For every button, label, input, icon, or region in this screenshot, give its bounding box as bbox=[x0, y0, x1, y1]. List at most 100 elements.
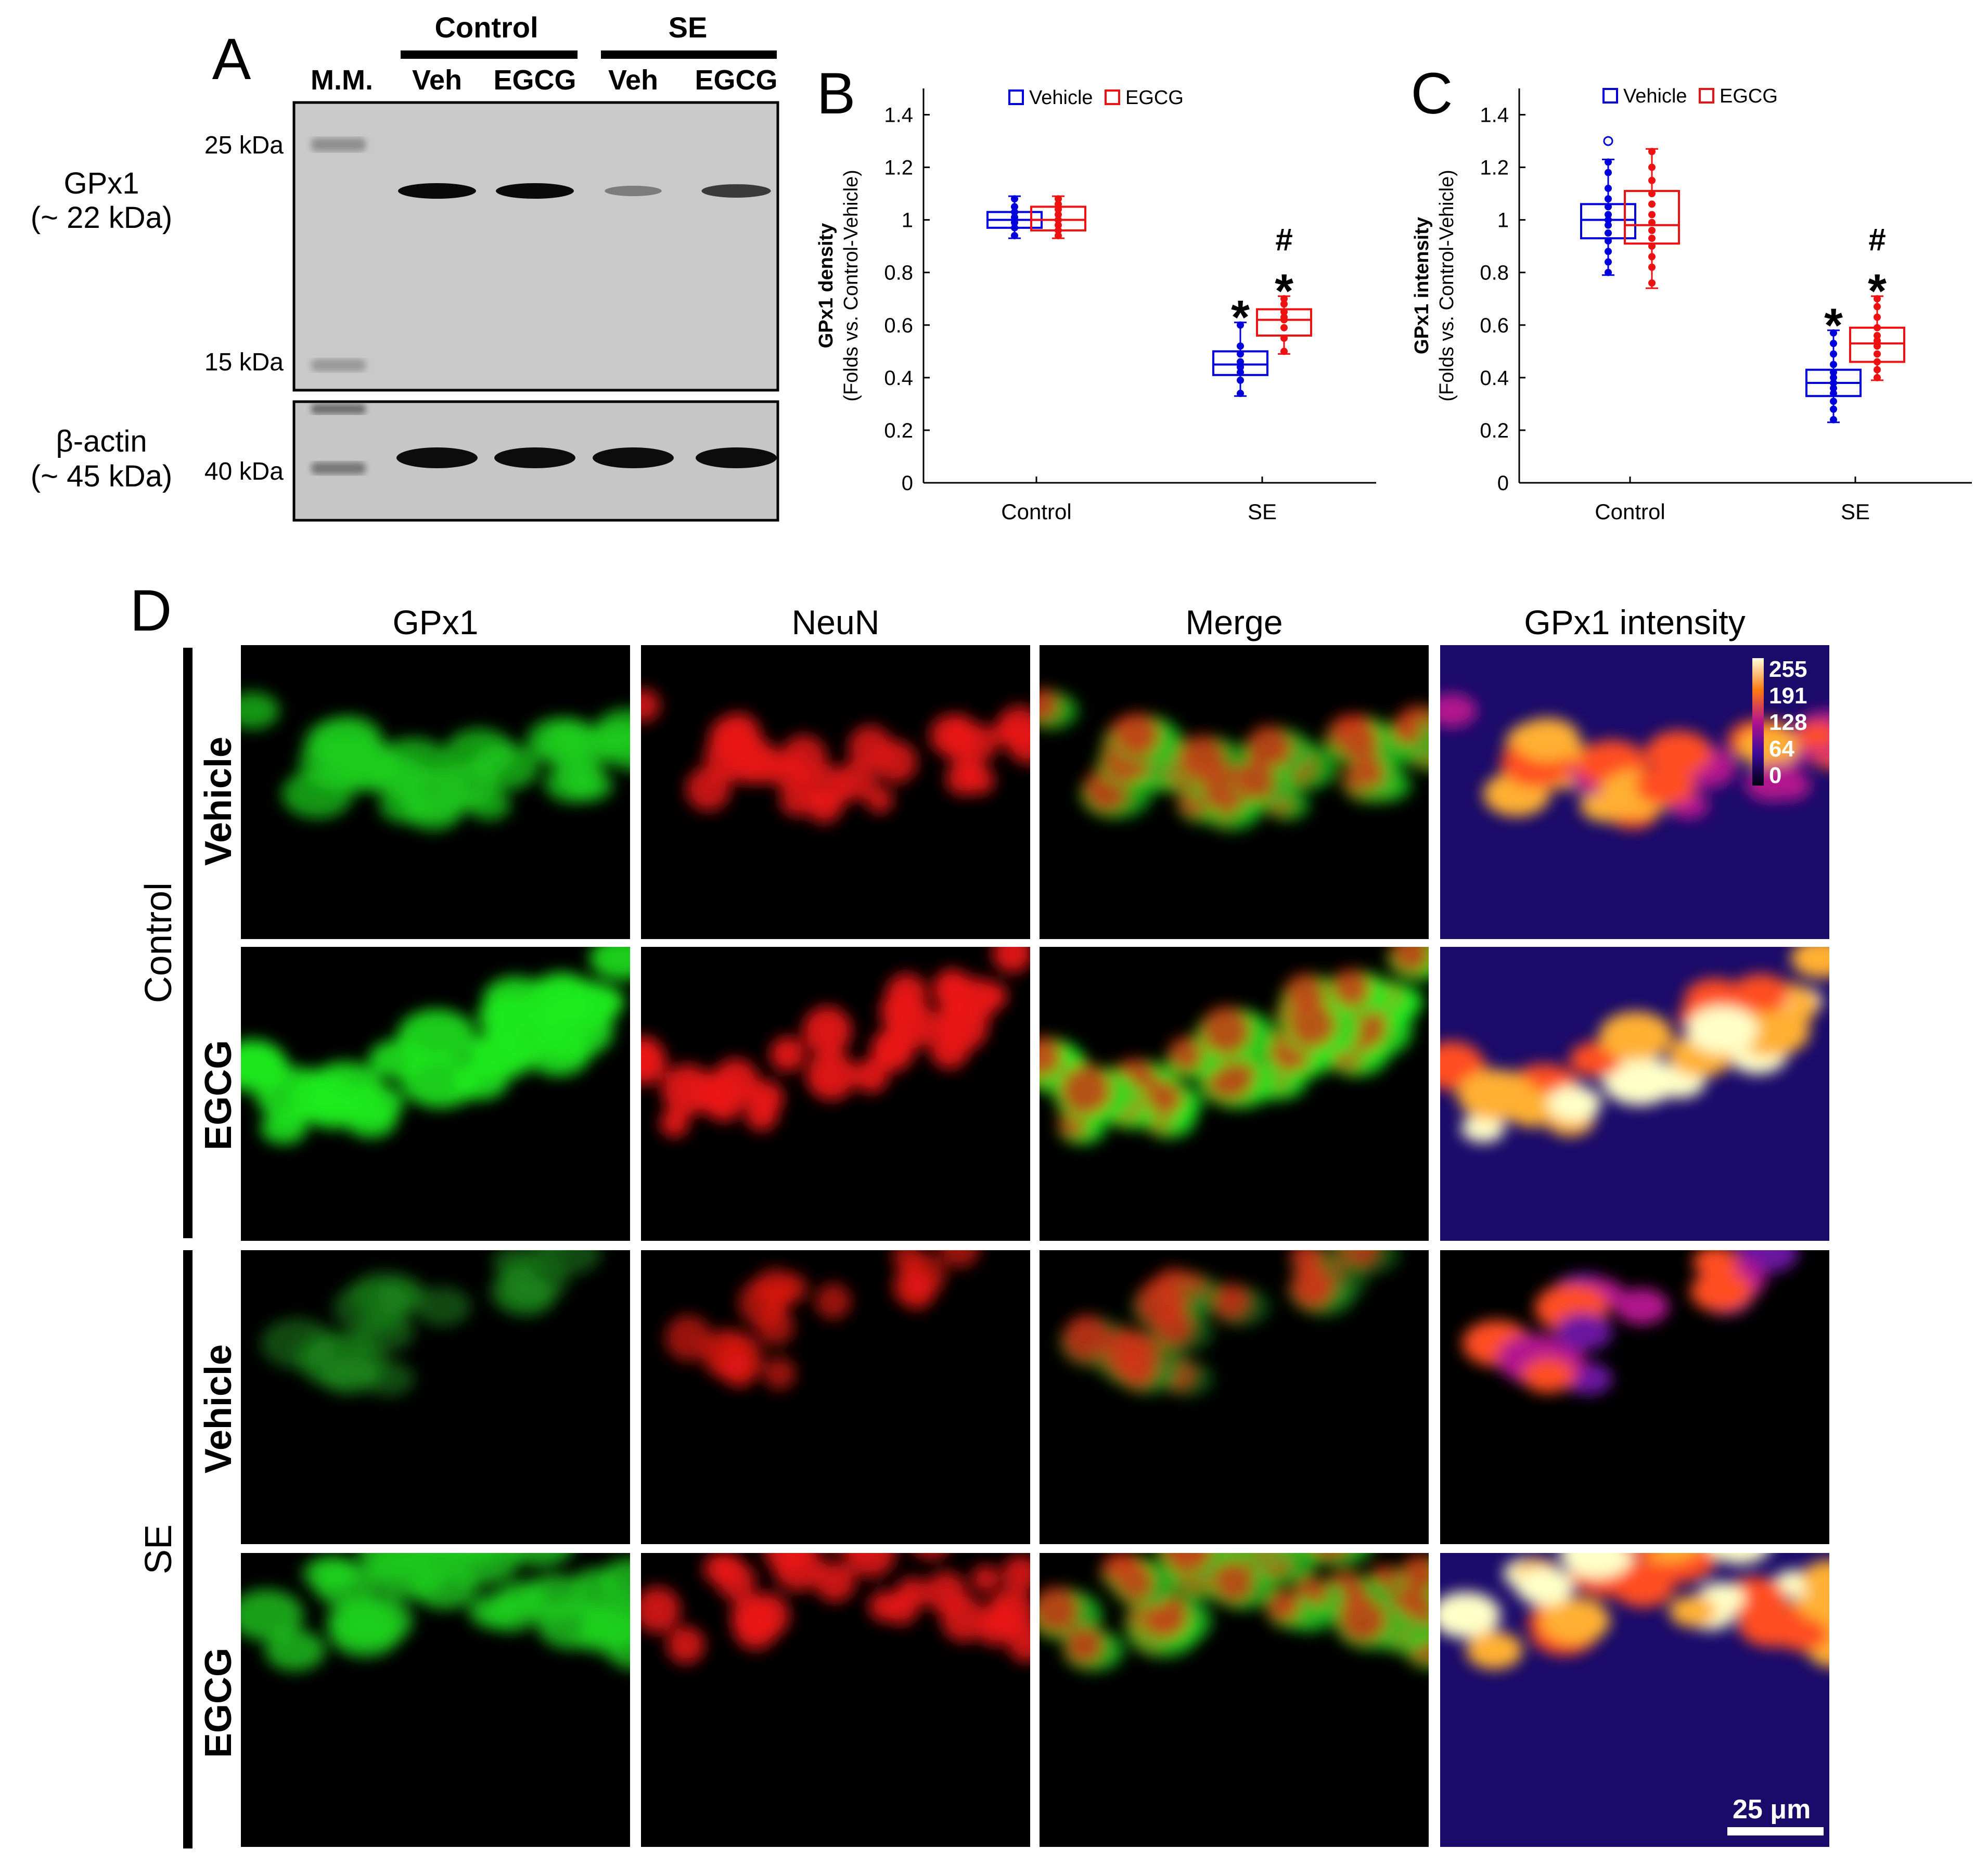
intensity-blob bbox=[1440, 1041, 1482, 1082]
gpx1-signal bbox=[595, 720, 630, 751]
gpx1-signal bbox=[489, 1268, 556, 1314]
y-tick-label: 1 bbox=[902, 209, 913, 232]
neun-cell bbox=[763, 1357, 796, 1390]
data-point bbox=[1237, 358, 1244, 366]
gpx1-signal bbox=[536, 724, 601, 769]
intensity-blob bbox=[1756, 762, 1802, 792]
neun-cell bbox=[641, 1586, 681, 1634]
micrograph-merge-row1 bbox=[1040, 645, 1429, 939]
neun-cell bbox=[1391, 947, 1429, 973]
intensity-blob bbox=[1602, 1055, 1677, 1106]
neun-cell bbox=[890, 1000, 938, 1049]
intensity-blob bbox=[1461, 1113, 1505, 1143]
gpx1-signal bbox=[1227, 1553, 1255, 1556]
data-point bbox=[1605, 268, 1612, 276]
micrograph-merge-row2 bbox=[1040, 947, 1429, 1241]
significance-hash: # bbox=[1868, 222, 1886, 257]
data-point bbox=[1648, 211, 1656, 219]
neun-cell bbox=[971, 1564, 1000, 1593]
gpx1-signal bbox=[255, 1067, 338, 1124]
actin-blot-label-kda: (~ 45 kDa) bbox=[31, 459, 172, 493]
significance-star: * bbox=[1231, 291, 1250, 344]
neun-cell bbox=[845, 1553, 896, 1578]
y-tick-label: 0.8 bbox=[884, 262, 913, 285]
actin-blot-label: β-actin bbox=[56, 425, 147, 458]
data-point bbox=[1011, 232, 1018, 239]
data-point bbox=[1648, 219, 1656, 226]
y-axis-title: GPx1 density bbox=[815, 223, 837, 349]
intensity-blob bbox=[1796, 722, 1829, 750]
intensity-blob bbox=[1732, 974, 1790, 1013]
data-point bbox=[1280, 324, 1288, 331]
gpx1-signal bbox=[435, 1553, 501, 1565]
data-point bbox=[1874, 366, 1881, 374]
neun-cell bbox=[941, 1596, 987, 1642]
neun-cell bbox=[764, 1553, 813, 1573]
neun-cell bbox=[939, 721, 980, 762]
gpx1-blot-label-kda: (~ 22 kDa) bbox=[31, 201, 172, 235]
data-point bbox=[1605, 248, 1612, 255]
y-tick-label: 0.6 bbox=[1480, 314, 1509, 337]
legend-swatch bbox=[1008, 89, 1024, 105]
neun-cell bbox=[1040, 688, 1059, 723]
y-tick-label: 0.6 bbox=[884, 314, 913, 337]
intensity-blob bbox=[1690, 1270, 1753, 1312]
blot-lane-label: Veh bbox=[412, 65, 462, 96]
data-point bbox=[1055, 226, 1062, 234]
gpx1-signal bbox=[589, 947, 630, 981]
x-tick-label: SE bbox=[1248, 499, 1277, 524]
data-point bbox=[1648, 190, 1656, 198]
data-point bbox=[1605, 211, 1612, 219]
column-heading-gpx1-intensity: GPx1 intensity bbox=[1524, 603, 1746, 641]
micrograph-neun-row2 bbox=[641, 947, 1030, 1241]
gpx1-signal bbox=[397, 1009, 476, 1063]
y-tick-label: 1.4 bbox=[1480, 104, 1509, 127]
neun-cell bbox=[1331, 969, 1370, 1008]
neun-cell bbox=[1121, 1353, 1156, 1388]
micrograph-intensity-row4 bbox=[1440, 1553, 1829, 1847]
data-point bbox=[1648, 200, 1656, 208]
gpx1-signal bbox=[411, 1564, 478, 1610]
data-point bbox=[1874, 332, 1881, 340]
data-point bbox=[1830, 361, 1837, 368]
data-point bbox=[1830, 340, 1837, 348]
blot-lane-label: EGCG bbox=[493, 65, 576, 96]
y-tick-label: 0.2 bbox=[1480, 419, 1509, 442]
neun-cell bbox=[1314, 1553, 1345, 1559]
row-label-se-vehicle: Vehicle bbox=[198, 1344, 239, 1474]
significance-star: * bbox=[1275, 265, 1293, 318]
column-heading-gpx1: GPx1 bbox=[392, 603, 479, 641]
y-tick-label: 0.2 bbox=[884, 419, 913, 442]
gpx1-signal bbox=[241, 1589, 304, 1641]
data-point bbox=[1605, 237, 1612, 245]
y-tick-label: 0 bbox=[1497, 472, 1509, 495]
y-axis-subtitle: (Folds vs. Control-Vehicle) bbox=[1436, 170, 1458, 402]
x-tick-label: SE bbox=[1841, 499, 1870, 524]
micrograph-gpx1-row1 bbox=[241, 645, 630, 939]
neun-cell bbox=[815, 1283, 852, 1319]
micrograph-neun-row3 bbox=[641, 1250, 1030, 1544]
micrograph-intensity-row2 bbox=[1440, 947, 1829, 1241]
data-point bbox=[1237, 376, 1244, 384]
data-point bbox=[1648, 242, 1656, 250]
data-point bbox=[1605, 185, 1612, 192]
intensity-blob bbox=[1638, 1553, 1697, 1562]
scale-bar bbox=[1727, 1827, 1824, 1835]
neun-cell bbox=[992, 947, 1030, 973]
neun-cell bbox=[1115, 713, 1160, 757]
neun-cell bbox=[1400, 1555, 1429, 1593]
neun-cell bbox=[892, 1265, 934, 1307]
intensity-blob bbox=[1540, 1597, 1610, 1644]
gpx1-signal bbox=[241, 691, 280, 729]
intensity-blob bbox=[1440, 693, 1478, 728]
neun-cell bbox=[666, 1626, 705, 1664]
group-label-control: Control bbox=[138, 882, 179, 1004]
data-point bbox=[1055, 195, 1062, 203]
mm-band-top bbox=[311, 404, 366, 414]
data-point bbox=[1874, 358, 1881, 366]
data-point bbox=[1648, 163, 1656, 171]
neun-cell bbox=[1040, 1036, 1062, 1076]
gpx1-signal bbox=[536, 1598, 610, 1650]
data-point bbox=[1648, 148, 1656, 156]
neun-cell bbox=[1168, 1036, 1204, 1072]
